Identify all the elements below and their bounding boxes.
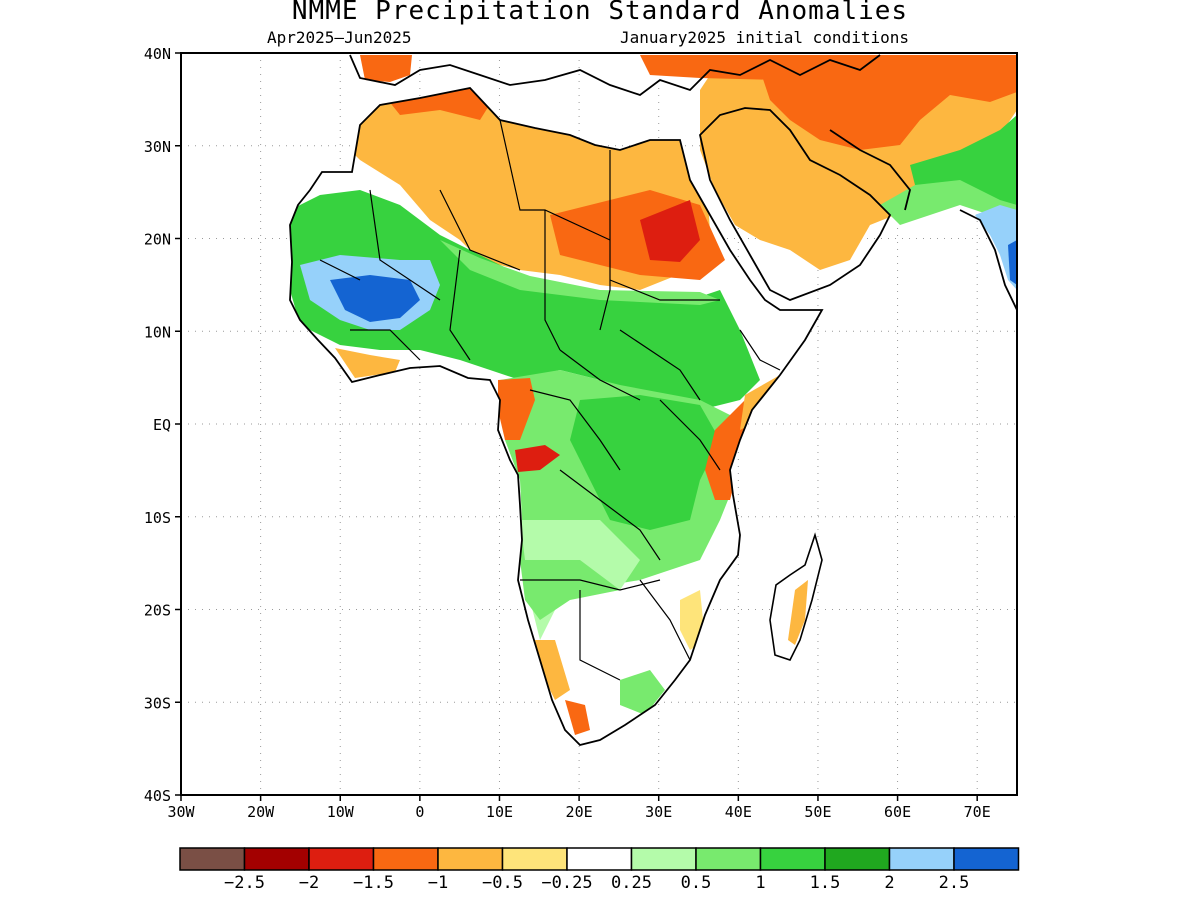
- lon-tick-label: 70E: [964, 803, 991, 821]
- lon-tick-label: 50E: [804, 803, 831, 821]
- india-coastline: [959, 209, 1017, 311]
- chart-title: NMME Precipitation Standard Anomalies: [291, 0, 909, 26]
- colorbar-swatch: [308, 847, 375, 871]
- latitude-axis: 40N 30N 20N 10N EQ 10S 20S 30S 40S: [144, 45, 181, 805]
- forecast-period: Apr2025–Jun2025: [267, 28, 412, 47]
- lon-tick-label: 20E: [566, 803, 593, 821]
- india-dark-blue: [1008, 240, 1017, 285]
- colorbar-swatch: [630, 847, 697, 871]
- lat-tick-label: 30S: [144, 694, 171, 712]
- colorbar-swatch: [179, 847, 246, 871]
- madagascar-orange: [788, 580, 808, 645]
- colorbar-label: −0.25: [541, 873, 592, 893]
- lon-tick-label: 60E: [884, 803, 911, 821]
- colorbar-label: −2: [299, 873, 319, 893]
- colorbar-label: 2.5: [939, 873, 970, 893]
- colorbar-label: −1.5: [353, 873, 394, 893]
- colorbar-swatch: [566, 847, 633, 871]
- lon-tick-label: 10E: [486, 803, 513, 821]
- lat-tick-label: 40N: [144, 45, 171, 63]
- west-africa-lightgreen-edge: [440, 240, 720, 305]
- europe-coastline: [349, 54, 881, 97]
- lat-tick-label: 10S: [144, 509, 171, 527]
- colorbar-label: 0.25: [611, 873, 652, 893]
- gulf-guinea-coast-orange: [335, 348, 400, 378]
- longitude-axis: 30W 20W 10W 0 10E 20E 30E 40E 50E 60E 70E: [167, 795, 991, 821]
- colorbar-swatch: [372, 847, 439, 871]
- guinea-dark-blue: [330, 275, 420, 322]
- lat-tick-label: 10N: [144, 323, 171, 341]
- lat-tick-label: 20N: [144, 231, 171, 249]
- africa-coastline: [289, 87, 824, 746]
- sahel-dark-red: [640, 200, 700, 262]
- lon-tick-label: 10W: [327, 803, 355, 821]
- west-africa-green: [290, 190, 760, 410]
- india-blue: [975, 205, 1017, 290]
- lon-tick-label: 40E: [725, 803, 752, 821]
- anomaly-shading: [290, 55, 1017, 745]
- colorbar-swatch: [501, 847, 568, 871]
- colorbar-swatch: [243, 847, 310, 871]
- namibia-coast-yellow: [535, 640, 570, 700]
- arabia-coastline: [699, 107, 892, 301]
- lat-tick-label: 30N: [144, 138, 171, 156]
- colorbar-label: −0.5: [482, 873, 523, 893]
- east-africa-coast-orange: [705, 400, 752, 500]
- colorbar-label: 0.5: [681, 873, 712, 893]
- colorbar-swatch: [888, 847, 955, 871]
- gulf-coastline: [829, 129, 911, 211]
- southern-africa-green: [520, 560, 620, 620]
- colorbar-label: −2.5: [224, 873, 265, 893]
- med-north-orange: [640, 55, 1017, 82]
- colorbar-label: 1.5: [810, 873, 841, 893]
- colorbar-label: 2: [884, 873, 894, 893]
- india-lightgreen: [880, 180, 1017, 225]
- angola-coast-red: [515, 445, 560, 472]
- south-africa-green-patch: [620, 670, 665, 715]
- colorbar-label: 1: [755, 873, 765, 893]
- lon-tick-label: 20W: [247, 803, 275, 821]
- lon-tick-label: 30E: [645, 803, 672, 821]
- colorbar-swatch: [759, 847, 826, 871]
- gabon-orange: [498, 378, 535, 440]
- colorbar-label: −1: [428, 873, 448, 893]
- lon-tick-label: 0: [415, 803, 424, 821]
- colorbar-swatch: [953, 847, 1020, 871]
- colorbar-swatch: [824, 847, 891, 871]
- lon-tick-label: 30W: [167, 803, 195, 821]
- colorbar-swatch: [695, 847, 762, 871]
- colorbar: −2.5 −2 −1.5 −1 −0.5 −0.25 0.25 0.5 1 1.5 2 2.5: [179, 847, 1020, 893]
- congo-green: [570, 395, 720, 530]
- country-borders: [319, 119, 781, 681]
- coastlines: [289, 54, 1017, 746]
- med-north-orange-west: [360, 55, 412, 82]
- lat-tick-label: 40S: [144, 787, 171, 805]
- colorbar-swatch: [437, 847, 504, 871]
- initial-conditions: January2025 initial conditions: [620, 28, 909, 47]
- cape-orange: [565, 700, 590, 735]
- mideast-dry-region: [700, 60, 1017, 270]
- lat-tick-label: 20S: [144, 602, 171, 620]
- lat-tick-label: EQ: [153, 416, 171, 434]
